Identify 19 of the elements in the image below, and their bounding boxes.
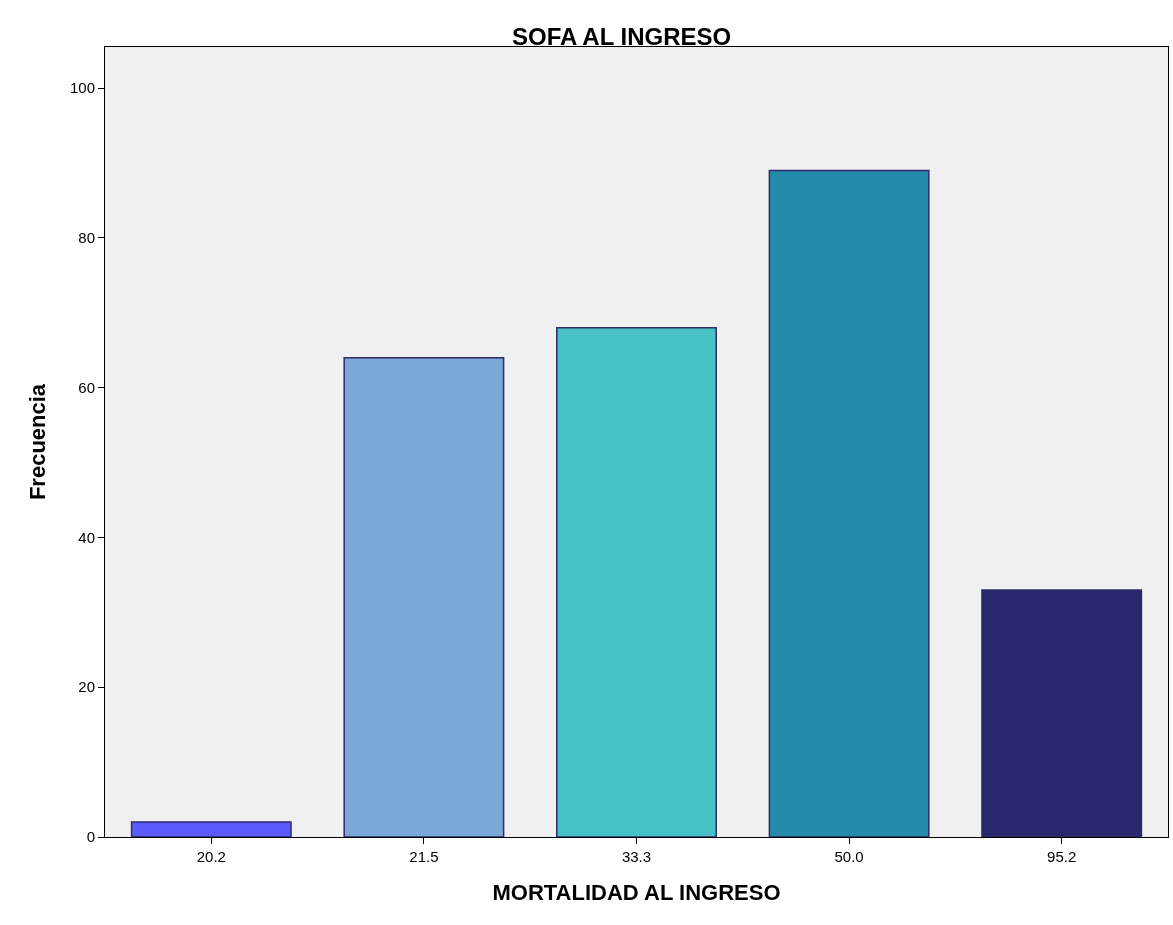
y-tick-label: 0: [86, 828, 95, 846]
x-tick-label: 20.2: [196, 848, 226, 865]
bar: [130, 821, 292, 837]
chart-title: SOFA AL INGRESO: [512, 22, 732, 50]
x-tick-label: 95.2: [1047, 848, 1077, 865]
x-axis-title: MORTALIDAD AL INGRESO: [492, 879, 781, 905]
y-axis-title: Frecuencia: [24, 383, 50, 501]
y-tick-label: 60: [78, 378, 95, 396]
bar: [981, 589, 1143, 837]
y-tick-label: 80: [78, 229, 95, 247]
bar: [556, 327, 717, 837]
y-tick-label: 100: [69, 79, 95, 97]
bar: [768, 169, 930, 837]
x-tick-label: 33.3: [621, 848, 652, 865]
x-tick-label: 21.5: [409, 848, 439, 865]
y-tick-label: 40: [78, 528, 95, 546]
bar: [343, 357, 505, 837]
y-tick-label: 20: [78, 678, 95, 696]
x-tick-label: 50.0: [834, 848, 864, 865]
